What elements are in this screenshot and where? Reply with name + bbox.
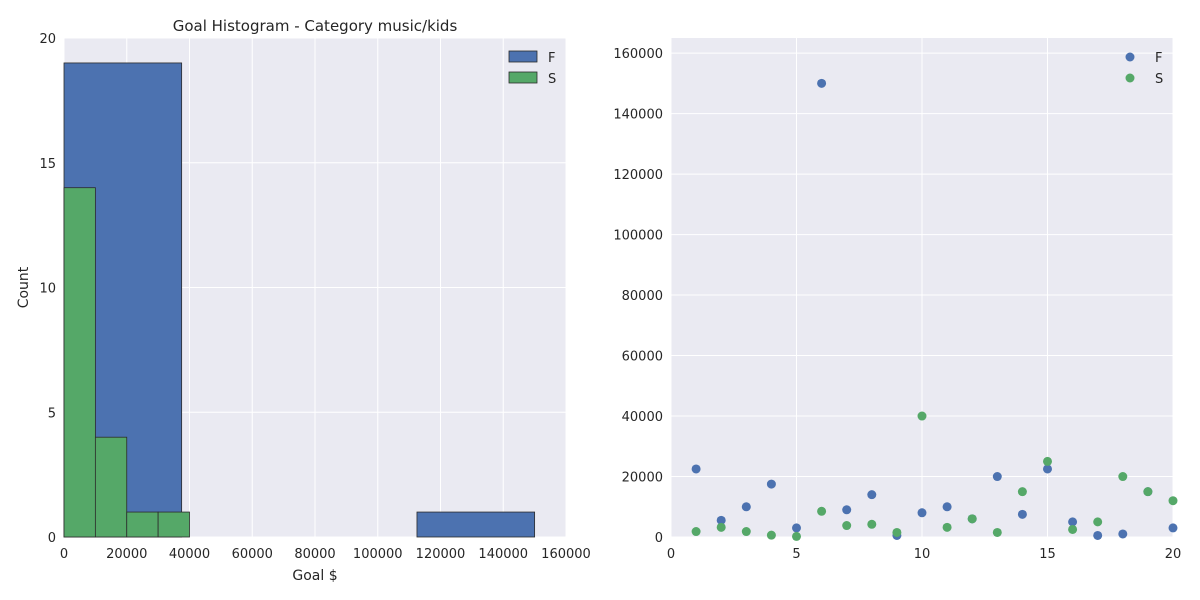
histogram-bars (63, 62, 536, 538)
scatter-y-tick-label: 100000 (613, 229, 663, 244)
histogram-x-tick-label: 60000 (232, 547, 273, 562)
scatter-point-s (716, 522, 726, 532)
histogram-bar-s (157, 511, 190, 538)
scatter-point-f (691, 464, 701, 474)
scatter-point-f (741, 502, 751, 512)
scatter-point-s (942, 522, 952, 532)
scatter-point-s (1143, 487, 1153, 497)
histogram-legend: FS (508, 50, 556, 87)
scatter-point-f (942, 502, 952, 512)
scatter-point-f (867, 490, 877, 500)
scatter-point-s (766, 530, 776, 540)
scatter-x-tick-label: 10 (914, 547, 931, 562)
scatter-point-f (817, 78, 827, 88)
scatter-y-tick-label: 0 (655, 531, 663, 546)
histogram-legend-label-f: F (548, 51, 555, 66)
histogram-bar-s (63, 187, 96, 538)
scatter-point-s (792, 531, 801, 541)
scatter-point-f (917, 508, 927, 518)
scatter-points (691, 78, 1178, 541)
scatter-point-f (1017, 509, 1027, 519)
scatter-point-s (1043, 456, 1052, 466)
scatter-x-tick-label: 15 (1039, 547, 1056, 562)
histogram-legend-swatch-s (508, 71, 538, 84)
scatter-point-f (716, 515, 726, 525)
scatter-tick-labels: 0 5 10 15 20 0 20000 40000 60000 80000 100000 12000… (613, 47, 1181, 562)
histogram-x-tick-label: 120000 (416, 547, 466, 562)
histogram-legend-label-s: S (548, 72, 556, 87)
histogram-y-tick-label: 20 (39, 32, 56, 47)
scatter-point-s (992, 527, 1002, 537)
scatter-x-tick-label: 0 (667, 547, 675, 562)
scatter-x-tick-label: 5 (792, 547, 800, 562)
scatter-point-s (1017, 487, 1027, 497)
histogram-x-tick-label: 40000 (169, 547, 210, 562)
scatter-point-s (1118, 472, 1128, 482)
scatter-point-s (1168, 496, 1178, 506)
scatter-point-s (917, 411, 927, 421)
scatter-legend: FS (1125, 51, 1163, 87)
scatter-point-f (766, 479, 776, 489)
scatter-point-f (1118, 529, 1128, 539)
scatter-point-s (1093, 517, 1103, 527)
scatter-point-s (691, 527, 701, 537)
histogram-y-tick-label: 15 (39, 157, 56, 172)
scatter-y-tick-label: 120000 (613, 168, 663, 183)
scatter-point-f (1168, 523, 1178, 533)
histogram-bar-f (416, 511, 536, 538)
histogram-x-tick-label: 0 (60, 547, 68, 562)
histogram-tick-labels: 0 20000 40000 60000 80000 100000 120000 140000 1… (39, 32, 590, 562)
scatter-y-tick-label: 20000 (622, 471, 663, 486)
scatter-legend-marker-s (1125, 73, 1135, 83)
histogram-bar-s (94, 436, 128, 538)
histogram-y-tick-label: 5 (48, 406, 56, 421)
scatter-point-s (1068, 524, 1078, 534)
scatter-point-f (1093, 530, 1103, 540)
scatter-y-tick-label: 60000 (622, 350, 663, 365)
scatter-point-f (842, 505, 852, 515)
histogram-y-tick-label: 0 (48, 531, 56, 546)
scatter-point-s (817, 506, 827, 516)
histogram-title: Goal Histogram - Category music/kids (173, 17, 458, 35)
histogram-y-tick-label: 10 (39, 282, 56, 297)
histogram-bar-s (126, 511, 159, 538)
histogram-x-tick-label: 160000 (541, 547, 591, 562)
scatter-point-s (741, 527, 751, 537)
histogram-x-tick-label: 100000 (353, 547, 403, 562)
histogram-x-tick-label: 80000 (294, 547, 335, 562)
scatter-legend-label-f: F (1155, 51, 1162, 66)
scatter-chart: 0 5 10 15 20 0 20000 40000 60000 80000 100000 12000… (613, 38, 1181, 562)
scatter-point-s (967, 514, 977, 524)
scatter-point-s (892, 527, 902, 537)
scatter-y-tick-label: 160000 (613, 47, 663, 62)
histogram-x-tick-label: 140000 (478, 547, 528, 562)
scatter-x-tick-label: 20 (1165, 547, 1182, 562)
histogram-y-axis-label: Count (16, 266, 32, 308)
scatter-legend-label-s: S (1155, 72, 1163, 87)
scatter-point-s (842, 521, 852, 531)
scatter-point-f (992, 472, 1002, 482)
scatter-y-tick-label: 140000 (613, 108, 663, 123)
scatter-legend-marker-f (1125, 52, 1135, 62)
scatter-point-f (1043, 464, 1052, 474)
scatter-point-f (792, 523, 801, 533)
histogram-legend-swatch-f (508, 50, 538, 63)
scatter-y-tick-label: 40000 (622, 410, 663, 425)
scatter-point-f (1068, 517, 1078, 527)
scatter-point-s (867, 519, 877, 529)
histogram-x-tick-label: 20000 (106, 547, 147, 562)
scatter-y-tick-label: 80000 (622, 289, 663, 304)
histogram-chart: 0 20000 40000 60000 80000 100000 120000 140000 1… (16, 17, 591, 584)
histogram-x-axis-label: Goal $ (292, 568, 337, 584)
